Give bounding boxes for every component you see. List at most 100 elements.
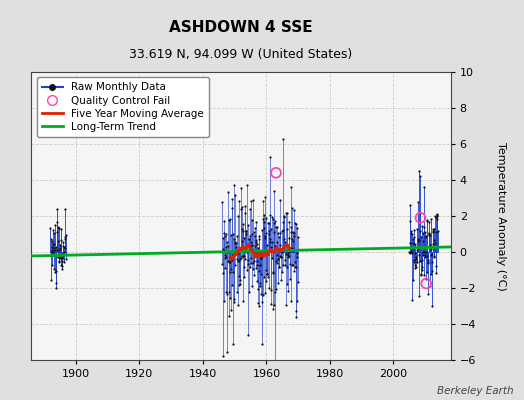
Text: Berkeley Earth: Berkeley Earth [437, 386, 514, 396]
Point [416, 228, 424, 234]
Point [239, 235, 248, 242]
Point [285, 252, 293, 259]
Point [241, 256, 249, 262]
Point [290, 268, 299, 274]
Point [265, 219, 273, 226]
Point [245, 236, 253, 243]
Point [272, 258, 280, 264]
Point [267, 226, 276, 232]
Point [270, 243, 279, 249]
Point [418, 257, 426, 263]
Point [263, 270, 271, 277]
Point [286, 260, 294, 267]
Point [428, 251, 436, 257]
Point [425, 218, 433, 225]
Point [408, 250, 416, 256]
Point [421, 234, 429, 240]
Point [47, 249, 56, 255]
Point [418, 223, 426, 229]
Point [57, 262, 65, 268]
Point [250, 249, 259, 256]
Point [255, 268, 263, 274]
Point [268, 239, 277, 246]
Point [280, 214, 289, 220]
Point [230, 296, 238, 303]
Point [409, 277, 418, 284]
Point [50, 269, 59, 276]
Point [54, 254, 62, 260]
Point [271, 364, 279, 370]
Point [235, 277, 244, 284]
Point [221, 254, 230, 261]
Point [432, 270, 440, 276]
Point [265, 228, 274, 234]
Point [293, 225, 301, 232]
Point [428, 258, 436, 265]
Point [427, 216, 435, 222]
Point [273, 260, 281, 266]
Point [278, 226, 287, 233]
Point [247, 238, 256, 245]
Point [419, 238, 427, 244]
Point [285, 234, 293, 241]
Point [267, 244, 275, 250]
Point [288, 238, 297, 244]
Point [266, 238, 275, 245]
Point [47, 238, 56, 244]
Point [414, 168, 423, 174]
Point [52, 280, 60, 286]
Point [275, 264, 283, 270]
Point [235, 273, 243, 279]
Point [50, 230, 58, 237]
Point [61, 245, 69, 252]
Point [287, 236, 296, 242]
Point [281, 302, 290, 308]
Point [269, 306, 278, 312]
Point [262, 230, 270, 237]
Point [60, 249, 68, 256]
Point [269, 270, 277, 277]
Point [408, 246, 417, 252]
Point [416, 214, 424, 221]
Point [56, 225, 64, 232]
Point [54, 259, 63, 265]
Point [259, 212, 268, 219]
Point [417, 270, 425, 277]
Point [220, 247, 228, 254]
Point [236, 281, 244, 287]
Point [413, 226, 421, 232]
Point [409, 240, 417, 247]
Point [52, 244, 60, 250]
Point [247, 216, 256, 223]
Point [230, 182, 238, 189]
Legend: Raw Monthly Data, Quality Control Fail, Five Year Moving Average, Long-Term Tren: Raw Monthly Data, Quality Control Fail, … [37, 77, 209, 137]
Point [260, 194, 269, 200]
Point [56, 245, 64, 252]
Point [57, 255, 66, 262]
Point [287, 224, 295, 230]
Point [292, 298, 301, 304]
Point [223, 349, 232, 355]
Point [418, 252, 427, 258]
Point [258, 299, 266, 305]
Point [288, 245, 296, 252]
Point [223, 239, 231, 246]
Point [260, 219, 268, 225]
Point [271, 218, 279, 224]
Point [413, 198, 422, 205]
Point [285, 219, 293, 225]
Point [268, 268, 277, 275]
Point [274, 256, 282, 262]
Point [48, 244, 56, 250]
Point [259, 198, 267, 204]
Point [408, 231, 417, 238]
Point [279, 136, 287, 142]
Point [254, 286, 263, 292]
Point [47, 236, 55, 242]
Point [237, 206, 246, 212]
Point [228, 256, 236, 263]
Point [283, 250, 292, 256]
Point [278, 248, 287, 255]
Point [420, 224, 428, 231]
Point [239, 298, 247, 305]
